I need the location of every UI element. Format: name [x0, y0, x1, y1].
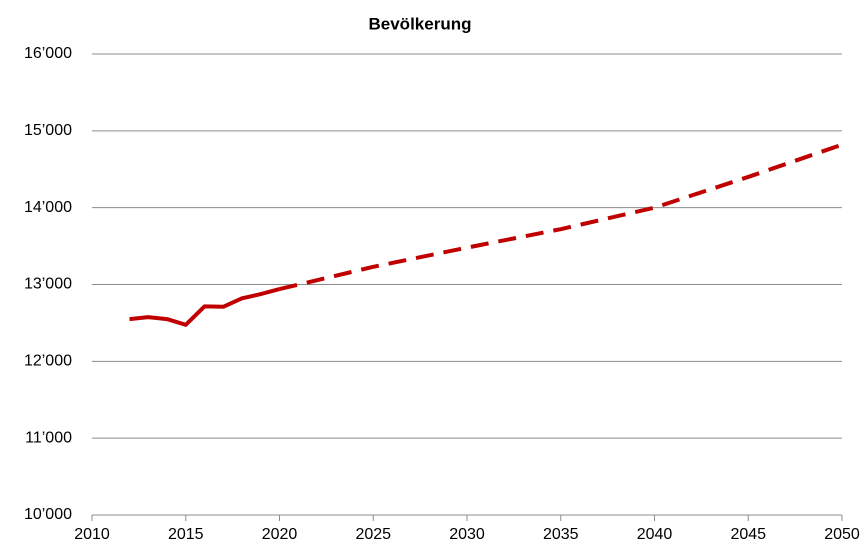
x-tick-label: 2020 — [262, 526, 298, 543]
chart-title: Bevölkerung — [369, 14, 472, 33]
x-tick-label: 2025 — [355, 526, 391, 543]
y-tick-label: 11’000 — [25, 429, 72, 446]
y-tick-label: 16’000 — [24, 45, 72, 62]
y-tick-label: 13’000 — [24, 276, 72, 293]
line-series — [279, 142, 843, 292]
x-tick-label: 2050 — [824, 526, 860, 543]
x-tick-label: 2045 — [730, 526, 766, 543]
line-series — [129, 287, 281, 327]
x-tick-label: 2040 — [637, 526, 673, 543]
x-tick-label: 2035 — [543, 526, 579, 543]
y-tick-label: 12’000 — [24, 353, 72, 370]
y-tick-label: 10’000 — [24, 506, 72, 523]
x-tick-label: 2015 — [168, 526, 204, 543]
x-tick-label: 2010 — [74, 526, 110, 543]
y-tick-label: 15’000 — [24, 122, 72, 139]
y-tick-label: 14’000 — [24, 199, 72, 216]
x-tick-label: 2030 — [449, 526, 485, 543]
